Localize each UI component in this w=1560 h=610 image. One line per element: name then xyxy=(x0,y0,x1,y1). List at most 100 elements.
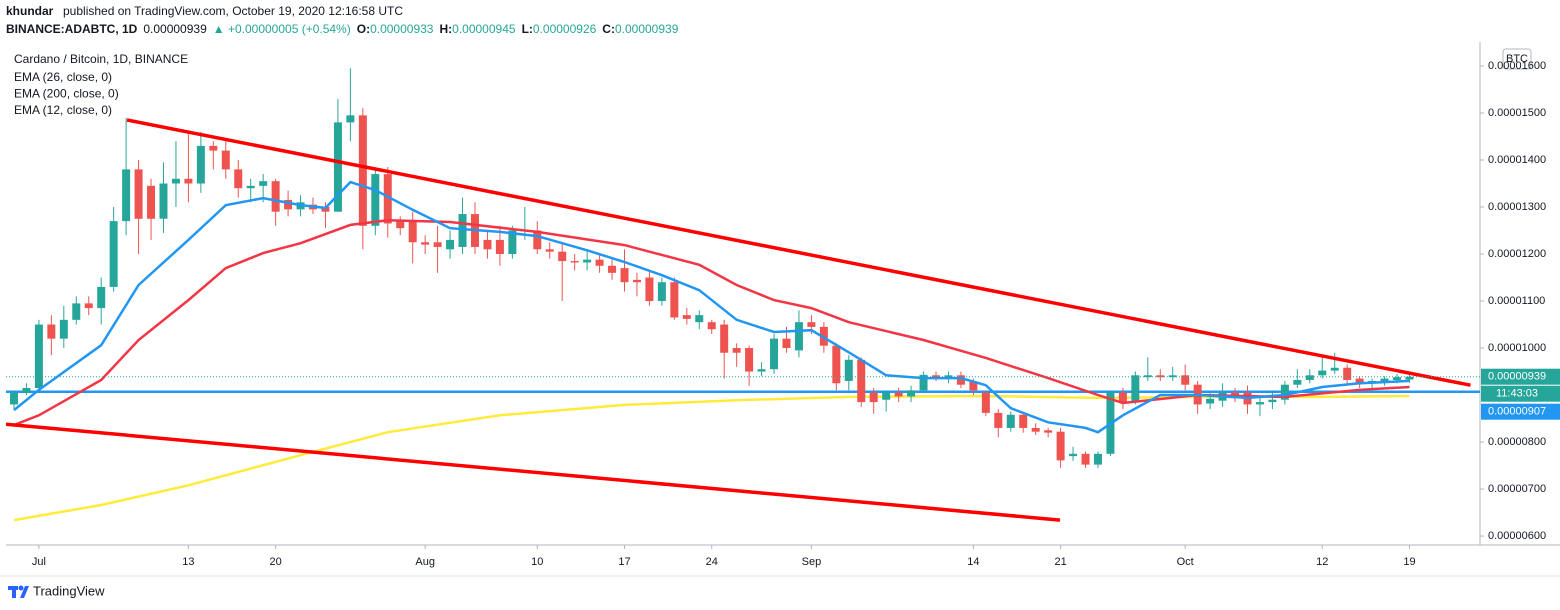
candle-body xyxy=(882,392,891,400)
candle-body xyxy=(533,230,542,250)
candle-body xyxy=(645,277,654,302)
candle-body xyxy=(259,181,268,186)
candle-body xyxy=(1293,379,1302,385)
trend-line xyxy=(126,118,1471,387)
candle-body xyxy=(383,174,392,224)
currency: BTC xyxy=(1506,53,1528,65)
candle-body xyxy=(919,374,928,391)
y-tick-label: 0.00001000 xyxy=(1488,342,1546,354)
candle-body xyxy=(1044,430,1053,433)
y-tick-label: 0.00001300 xyxy=(1488,201,1546,213)
header-item: L: xyxy=(522,22,533,36)
candle-body xyxy=(1206,398,1215,404)
candle-body xyxy=(857,359,866,403)
candle-body xyxy=(321,207,330,212)
candle-body xyxy=(1006,414,1015,428)
candle-body xyxy=(994,412,1003,428)
candle-body xyxy=(844,359,853,381)
currency-box xyxy=(1502,48,1532,70)
x-tick-label: 19 xyxy=(1403,556,1415,568)
candle-body xyxy=(495,239,504,255)
candle-body xyxy=(682,315,691,319)
candle-body xyxy=(620,268,629,283)
candle-body xyxy=(421,242,430,245)
x-tick-label: 12 xyxy=(1316,556,1328,568)
candle-body xyxy=(907,390,916,397)
candle-body xyxy=(171,178,180,184)
x-tick-label: 21 xyxy=(1054,556,1066,568)
y-tick-label: 0.00001600 xyxy=(1488,60,1546,72)
y-tick-label: 0.00000600 xyxy=(1488,530,1546,542)
candle-body xyxy=(1380,378,1389,382)
footer-brand: TradingView xyxy=(33,583,105,598)
candle-body xyxy=(59,319,68,339)
candle-body xyxy=(1305,375,1314,380)
x-tick-label: Oct xyxy=(1177,556,1194,568)
candle-body xyxy=(9,392,18,405)
header-item: ▲ +0.00000005 (+0.54%) xyxy=(213,22,351,36)
candle-body xyxy=(1031,427,1040,432)
candle-body xyxy=(234,169,243,189)
candle-body xyxy=(1280,384,1289,400)
y-tick-label: 0.00000700 xyxy=(1488,483,1546,495)
ema-line xyxy=(13,180,1410,434)
author: khundar xyxy=(6,4,54,18)
symbol-line: BINANCE:ADABTC, 1D 0.00000939 ▲ +0.0000000… xyxy=(6,22,679,36)
candle-body xyxy=(720,324,729,353)
last-price-label: 0.00000939 xyxy=(1488,371,1546,383)
y-tick-label: 0.00001100 xyxy=(1488,295,1545,307)
candle-body xyxy=(894,392,903,397)
candle-body xyxy=(969,381,978,391)
plot-area xyxy=(6,68,1480,522)
candle-body xyxy=(196,145,205,184)
x-tick-label: 20 xyxy=(270,556,282,568)
candle-body xyxy=(408,221,417,243)
candle-body xyxy=(97,286,106,309)
candle-body xyxy=(869,392,878,403)
candle-body xyxy=(1330,367,1339,371)
countdown-box xyxy=(1481,385,1560,402)
header-item: C: xyxy=(602,22,615,36)
candle-body xyxy=(446,239,455,250)
x-tick-label: 10 xyxy=(531,556,543,568)
y-tick-label: 0.00000800 xyxy=(1488,436,1546,448)
candle-body xyxy=(122,169,131,222)
candle-body xyxy=(794,322,803,351)
candle-body xyxy=(770,338,779,370)
x-tick-label: 14 xyxy=(967,556,979,568)
candle-body xyxy=(657,282,666,302)
candle-body xyxy=(981,392,990,413)
header-item: 0.00000933 xyxy=(370,22,434,36)
candle-body xyxy=(1393,377,1402,380)
candle-body xyxy=(358,115,367,226)
candle-body xyxy=(1355,378,1364,385)
candle-body xyxy=(608,265,617,273)
candle-body xyxy=(707,322,716,330)
candle-body xyxy=(22,387,31,393)
candle-body xyxy=(1156,375,1165,378)
header-item: 0.00000939 xyxy=(615,22,679,36)
candle-body xyxy=(1131,375,1140,403)
candle-body xyxy=(1093,453,1102,465)
candle-body xyxy=(109,221,118,287)
candle-body xyxy=(1143,375,1152,378)
candle-body xyxy=(545,249,554,252)
hline-box xyxy=(1481,403,1560,420)
candle-body xyxy=(745,348,754,372)
x-tick-label: Aug xyxy=(415,556,435,568)
candle-body xyxy=(1056,431,1065,461)
candle-body xyxy=(670,282,679,318)
x-tick-label: Sep xyxy=(802,556,822,568)
x-tick-label: 17 xyxy=(618,556,630,568)
candle-body xyxy=(1168,375,1177,378)
candle-body xyxy=(246,185,255,189)
candle-body xyxy=(1181,375,1190,385)
candle-body xyxy=(1318,370,1327,376)
countdown: 11:43:03 xyxy=(1496,388,1538,400)
candle-body xyxy=(1019,414,1028,428)
x-tick-label: 24 xyxy=(706,556,718,568)
candle-body xyxy=(134,169,143,219)
candle-body xyxy=(732,348,741,353)
candle-body xyxy=(72,303,81,320)
candle-body xyxy=(1343,367,1352,380)
